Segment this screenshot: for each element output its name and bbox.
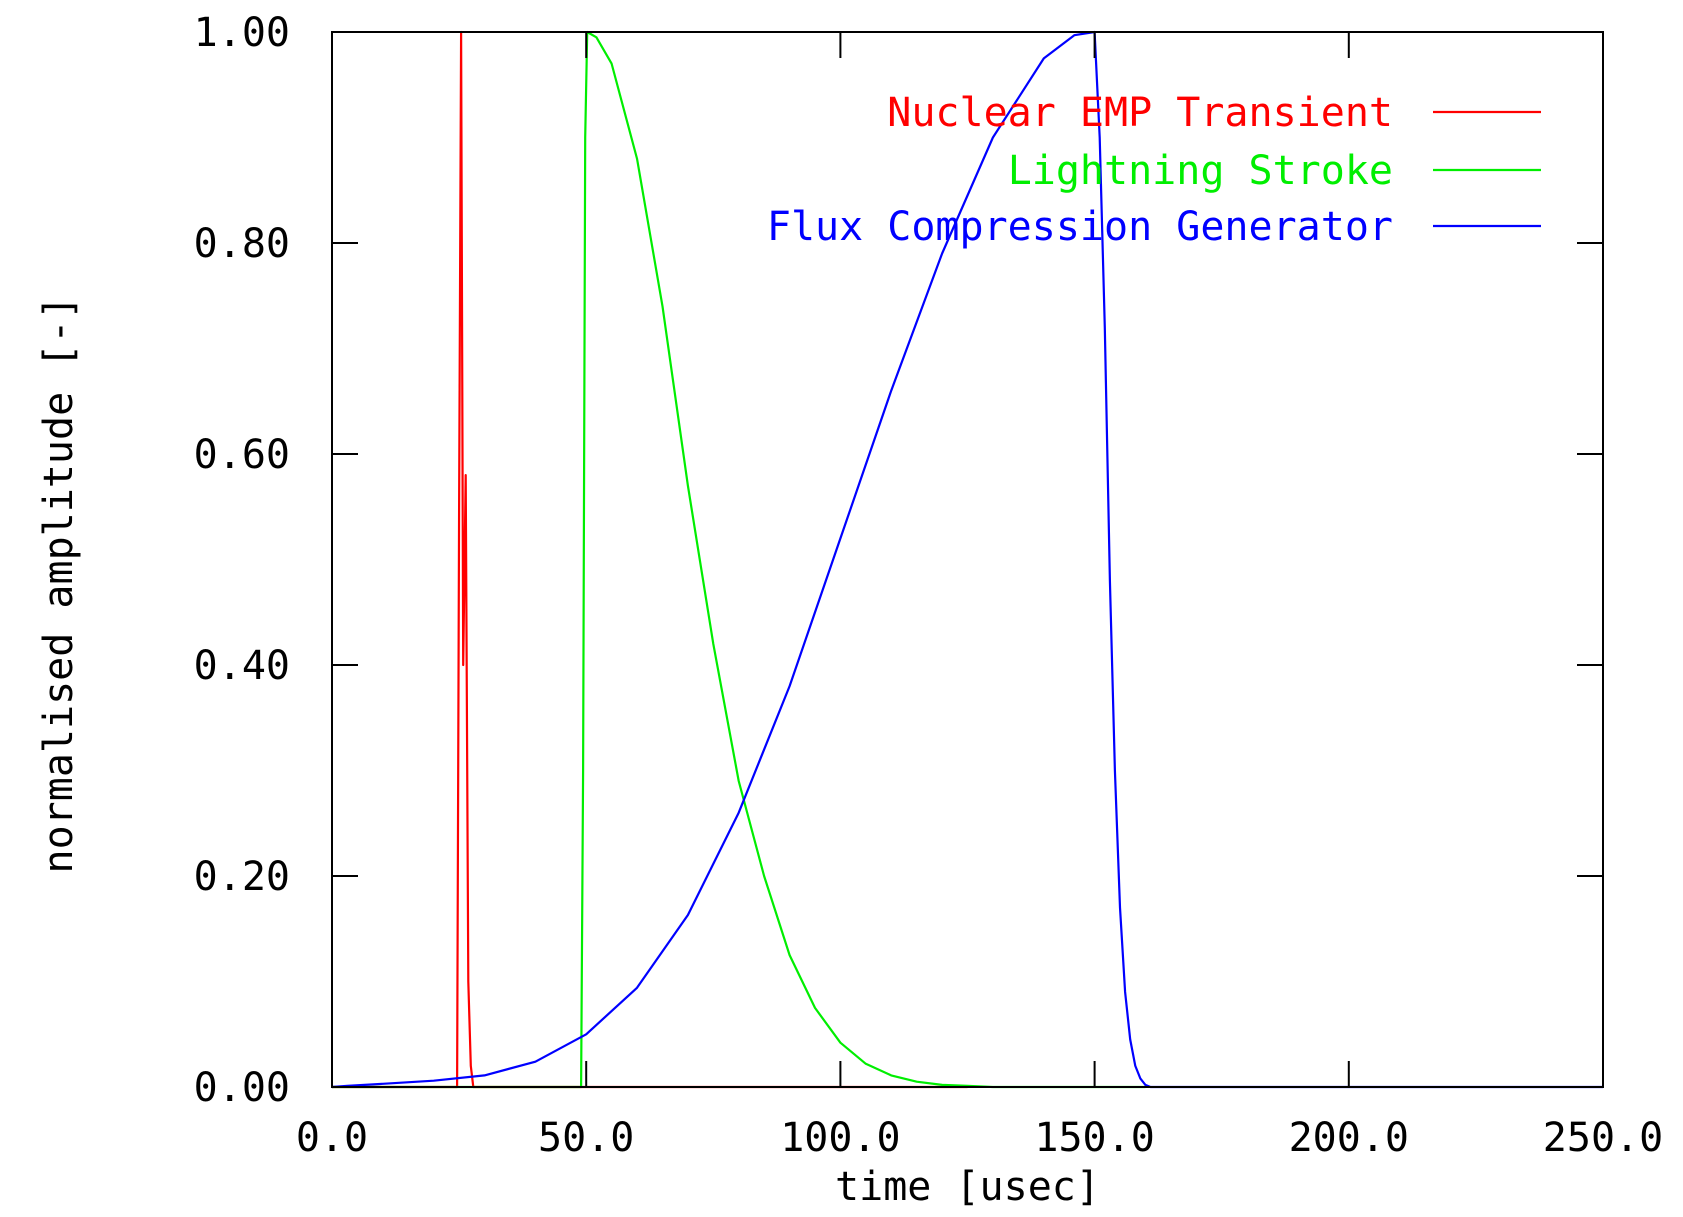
legend-label: Nuclear EMP Transient bbox=[887, 90, 1393, 136]
y-tick-label: 0.40 bbox=[194, 643, 290, 689]
series-line-3 bbox=[331, 30, 1603, 1089]
y-tick-label: 0.20 bbox=[194, 854, 290, 900]
plot-frame bbox=[331, 31, 1604, 1088]
legend-label: Lightning Stroke bbox=[1008, 148, 1393, 194]
x-tick-label: 200.0 bbox=[1289, 1115, 1409, 1161]
y-tick-label: 1.00 bbox=[194, 10, 290, 56]
legend: Nuclear EMP Transient Lightning Stroke Flu… bbox=[767, 90, 1541, 250]
y-axis-label: normalised amplitude [-] bbox=[36, 296, 82, 874]
legend-label: Flux Compression Generator bbox=[767, 204, 1393, 250]
series-line-2 bbox=[332, 30, 1146, 1089]
x-tick-label: 250.0 bbox=[1543, 1115, 1663, 1161]
x-axis-label: time [usec] bbox=[835, 1164, 1100, 1210]
x-tick-label: 100.0 bbox=[780, 1115, 900, 1161]
x-tick-label: 50.0 bbox=[538, 1115, 634, 1161]
y-tick-label: 0.00 bbox=[194, 1065, 290, 1111]
axes-layer bbox=[331, 31, 1604, 1088]
y-tick-label: 0.80 bbox=[194, 221, 290, 267]
y-tick-label: 0.60 bbox=[194, 432, 290, 478]
x-tick-label: 150.0 bbox=[1034, 1115, 1154, 1161]
x-tick-label: 0.0 bbox=[296, 1115, 368, 1161]
ticks-layer: 0.0 50.0 100.0 150.0 200.0 250.0 0.00 0.20 0.40 0… bbox=[194, 10, 1664, 1161]
